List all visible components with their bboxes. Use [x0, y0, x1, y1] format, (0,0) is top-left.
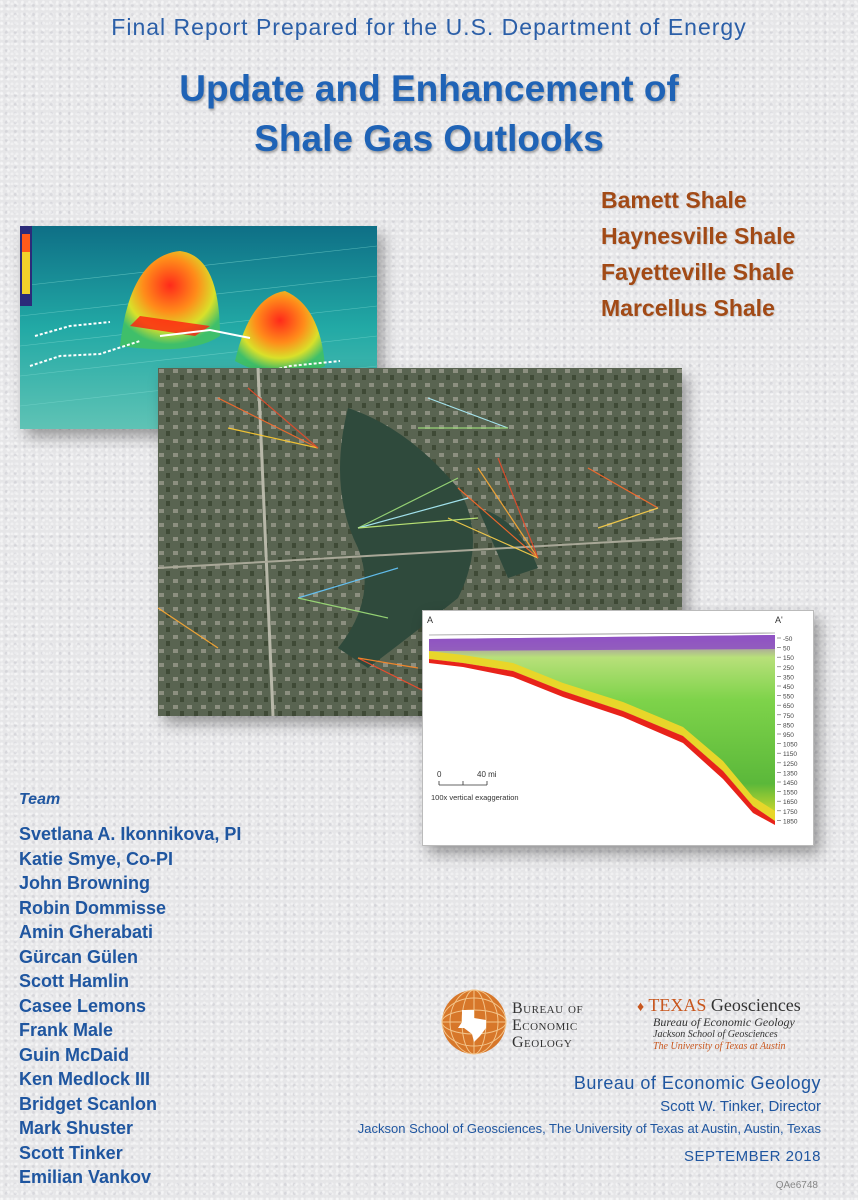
team-list: Svetlana A. Ikonnikova, PI Katie Smye, C…: [19, 822, 241, 1190]
team-member: Casee Lemons: [19, 995, 147, 1016]
depth-tick-label: 350: [783, 674, 794, 681]
longhorn-icon: ♦: [637, 1000, 645, 1015]
team-member: Svetlana A. Ikonnikova, PI: [19, 824, 242, 844]
scale-zero-label: 0: [437, 770, 442, 779]
depth-tick-label: 950: [783, 732, 794, 739]
beg-line-3: Geology: [512, 1034, 573, 1051]
tx-word-texas: TEXAS: [648, 995, 707, 1015]
beg-line-2: Economic: [512, 1017, 578, 1034]
team-heading: Team: [19, 791, 61, 808]
team-member: Emilian Vankov: [19, 1167, 152, 1187]
beg-globe-logo-icon: [440, 988, 508, 1056]
shale-item: Bamett Shale: [601, 187, 747, 213]
footer-affiliation: Jackson School of Geosciences, The Unive…: [357, 1121, 821, 1136]
tx-line-beg: Bureau of Economic Geology: [653, 1015, 795, 1029]
report-title: Update and Enhancement of Shale Gas Outl…: [0, 64, 858, 164]
team-member: Amin Gherabati: [19, 922, 154, 942]
depth-tick-label: 550: [783, 694, 794, 701]
team-member: Scott Hamlin: [19, 971, 130, 991]
scale-max-label: 40 mi: [477, 770, 497, 779]
footer-org: Bureau of Economic Geology: [573, 1073, 821, 1093]
team-member: Frank Male: [19, 1020, 114, 1040]
section-label-a: A: [427, 615, 433, 625]
shale-item: Marcellus Shale: [601, 295, 775, 321]
depth-tick-label: 1450: [783, 780, 798, 787]
tx-word-geosciences: Geosciences: [710, 995, 801, 1015]
team-member: Guin McDaid: [19, 1044, 130, 1065]
shale-item: Haynesville Shale: [601, 223, 796, 249]
depth-tick-label: 1650: [783, 799, 798, 806]
footer-director: Scott W. Tinker, Director: [660, 1098, 821, 1115]
team-member: Scott Tinker: [19, 1142, 123, 1163]
depth-tick-label: 1750: [783, 809, 798, 816]
beg-line-1: Bureau of: [512, 1000, 584, 1017]
tx-line-ut: The University of Texas at Austin: [653, 1041, 786, 1052]
team-member: John Browning: [19, 873, 150, 893]
depth-tick-label: 1350: [783, 770, 798, 777]
depth-tick-label: 1850: [783, 818, 798, 825]
shale-list: Bamett Shale Haynesville Shale Fayettevi…: [601, 182, 795, 326]
shale-item: Fayetteville Shale: [601, 259, 795, 285]
depth-tick-group: -50 50 150 250 350 450 550 650 750 850 950 1050 1150…: [777, 636, 798, 825]
depth-tick-label: 1550: [783, 790, 798, 797]
title-line-2: Shale Gas Outlooks: [254, 118, 604, 159]
tx-line-jackson: Jackson School of Geosciences: [653, 1029, 778, 1040]
footer-date: SEPTEMBER 2018: [683, 1148, 821, 1165]
footer-block: Bureau of Economic Geology Scott W. Tink…: [358, 1070, 821, 1174]
depth-tick-label: 650: [783, 703, 794, 710]
depth-tick-label: 250: [783, 665, 794, 672]
depth-tick-label: -50: [783, 636, 793, 643]
exaggeration-label: 100x vertical exaggeration: [431, 793, 519, 802]
team-member: Katie Smye, Co-PI: [19, 848, 174, 869]
reservoir-3d-image: [20, 226, 377, 429]
document-code: QAe6748: [775, 1180, 818, 1191]
beg-wordmark: Bureau of Economic Geology: [512, 1000, 583, 1051]
depth-tick-label: 850: [783, 722, 794, 729]
team-member: Mark Shuster: [19, 1118, 134, 1138]
texas-geosciences-logo: ♦ TEXAS Geosciences Bureau of Economic G…: [637, 995, 801, 1053]
title-line-1: Update and Enhancement of: [179, 68, 679, 109]
section-label-a-prime: A': [775, 615, 783, 625]
depth-tick-label: 1250: [783, 761, 798, 768]
team-member: Gürcan Gülen: [19, 946, 139, 967]
team-member: Bridget Scanlon: [19, 1093, 158, 1114]
report-subtitle: Final Report Prepared for the U.S. Depar…: [111, 14, 747, 40]
cross-section-figure: A A' -50 50 150 250 350 450 550 650 750 850 950 105…: [422, 610, 814, 846]
team-member: Ken Medlock III: [19, 1069, 151, 1089]
depth-tick-label: 1050: [783, 742, 798, 749]
depth-tick-label: 50: [783, 646, 791, 653]
depth-tick-label: 150: [783, 655, 794, 662]
satellite-map-image: [158, 368, 682, 716]
depth-tick-label: 750: [783, 713, 794, 720]
depth-tick-label: 1150: [783, 751, 797, 758]
depth-tick-label: 450: [783, 684, 794, 691]
team-member: Robin Dommisse: [19, 897, 167, 918]
